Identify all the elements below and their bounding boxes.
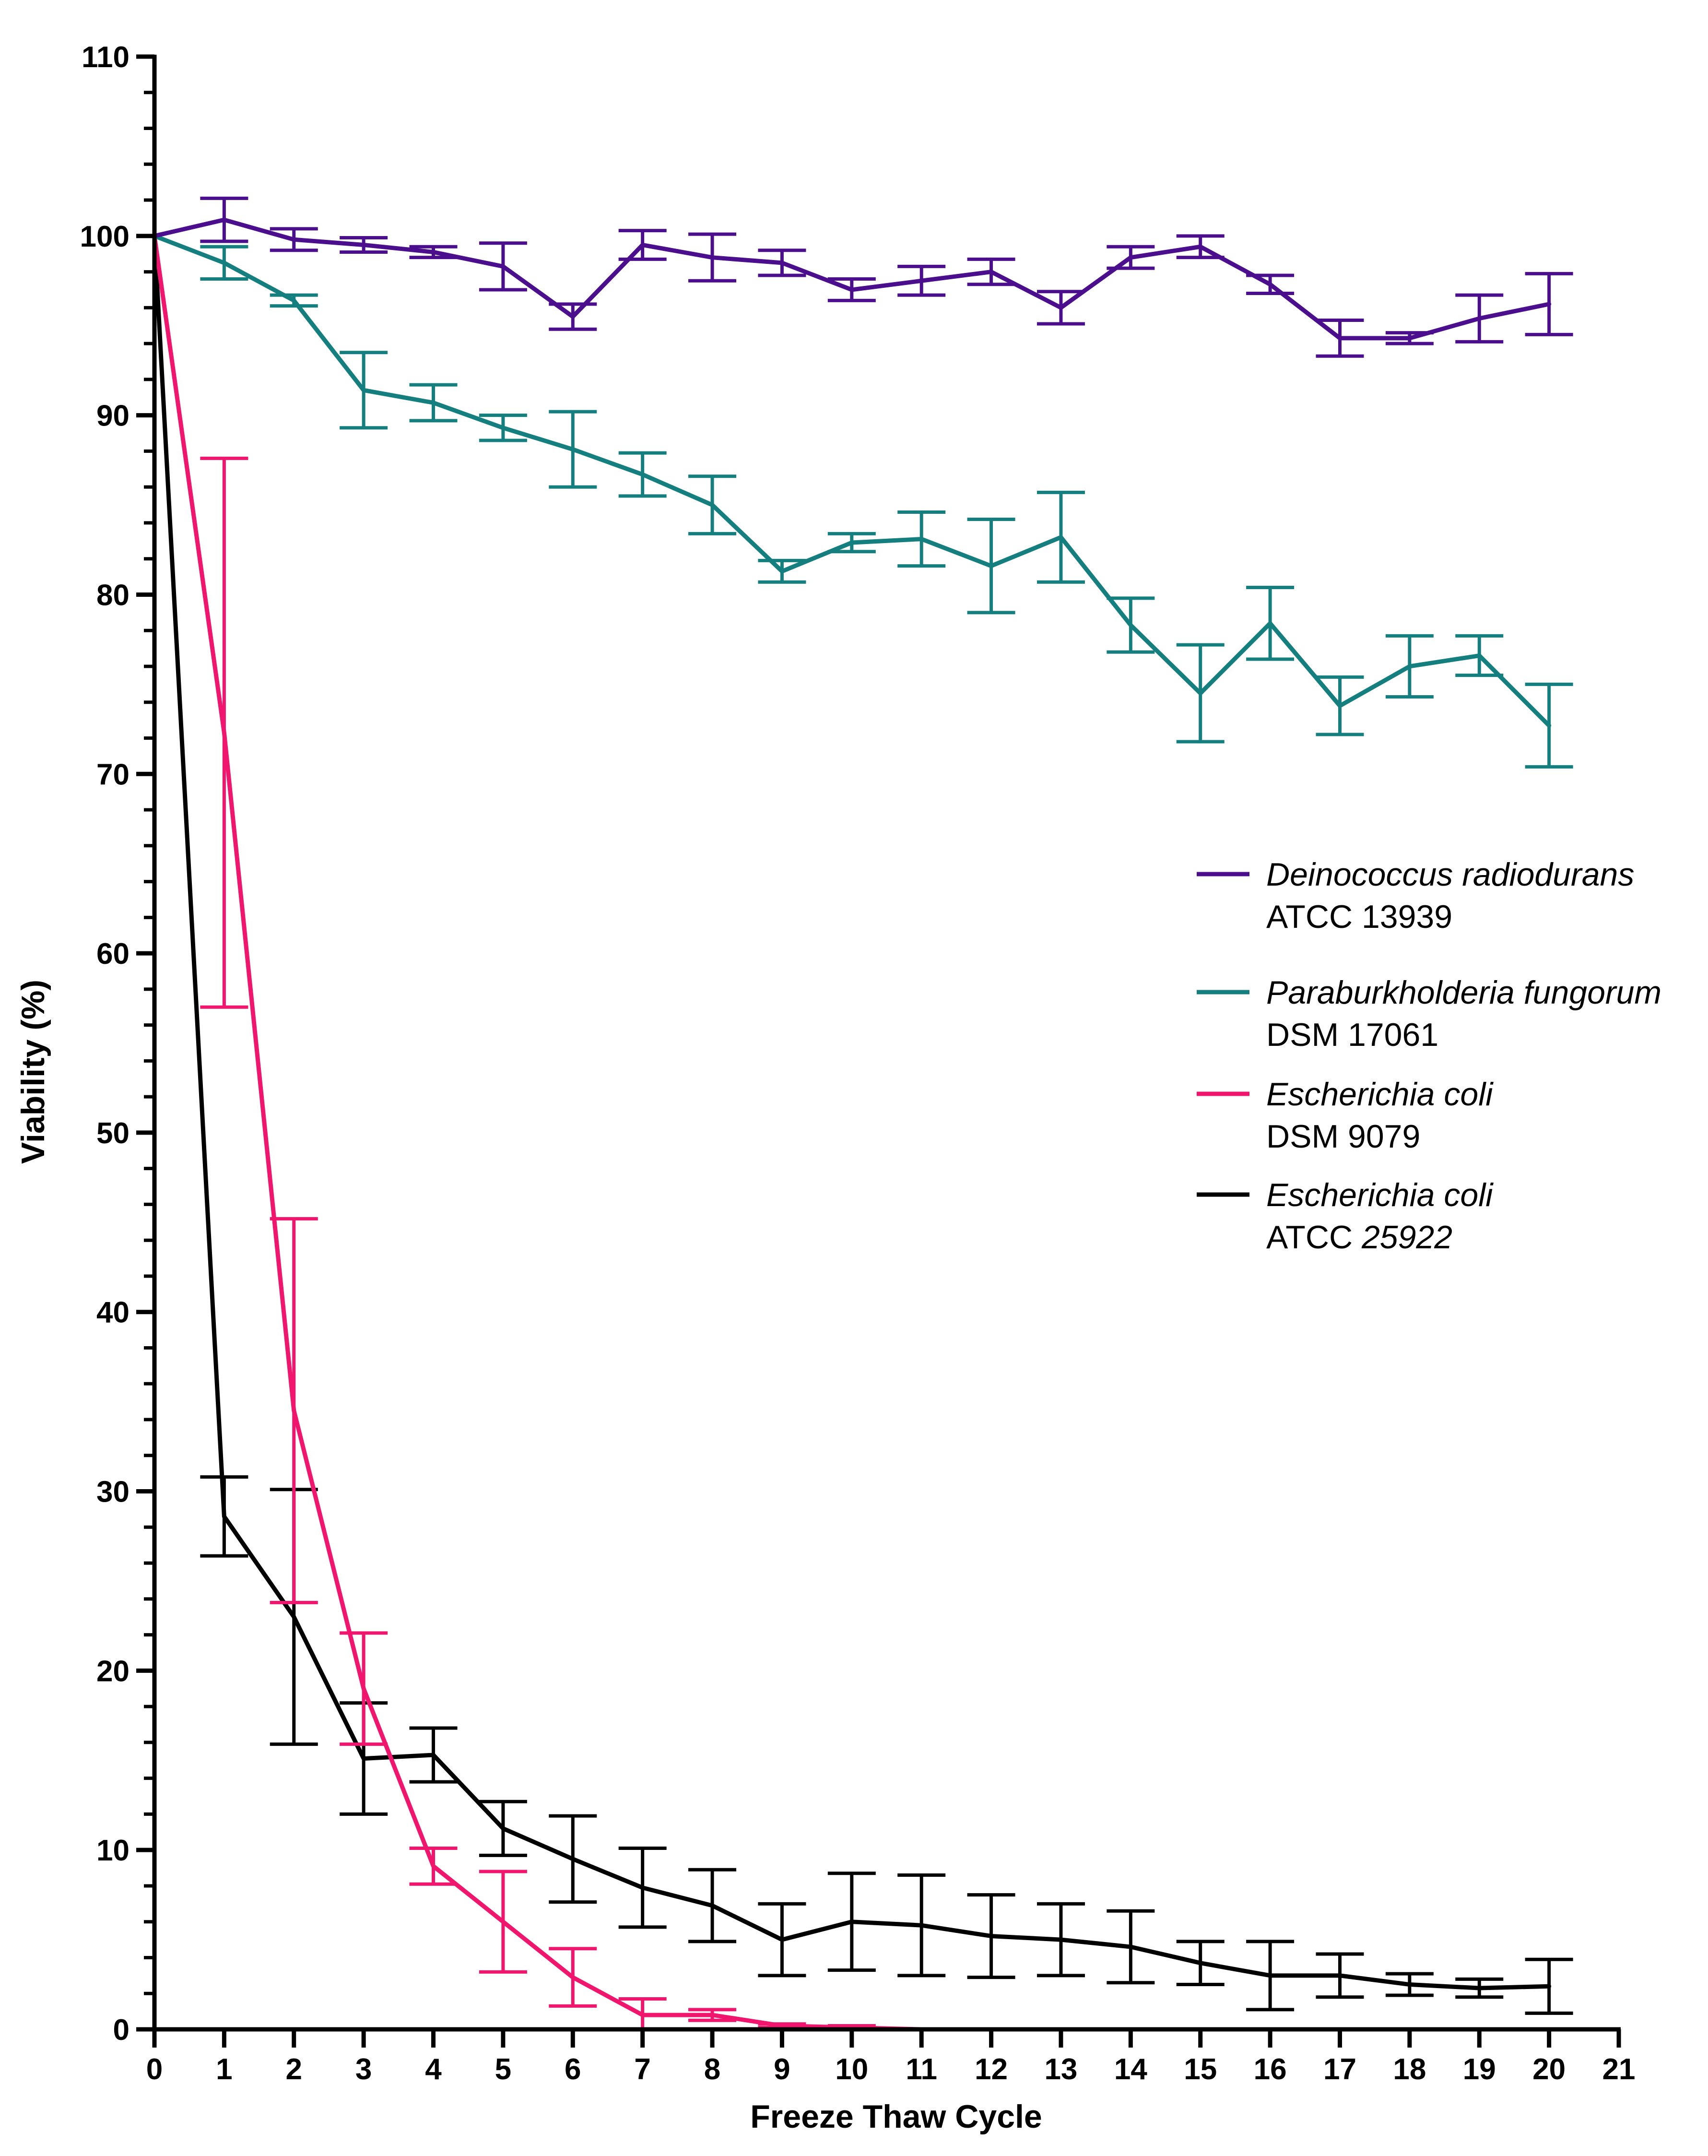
x-tick-label: 20 bbox=[1532, 2053, 1566, 2086]
x-tick-label: 14 bbox=[1114, 2053, 1147, 2086]
x-tick-label: 5 bbox=[495, 2053, 511, 2086]
legend-sublabel-italic: 25922 bbox=[1361, 1219, 1452, 1256]
x-tick-label: 10 bbox=[835, 2053, 868, 2086]
x-tick-label: 1 bbox=[216, 2053, 232, 2086]
series-line bbox=[152, 234, 1552, 728]
legend-sublabel: ATCC 25922 bbox=[1266, 1219, 1452, 1256]
y-tick-label: 40 bbox=[96, 1296, 130, 1329]
series-line bbox=[152, 234, 1552, 1990]
x-tick-label: 3 bbox=[355, 2053, 372, 2086]
x-tick-label: 12 bbox=[975, 2053, 1008, 2086]
legend-sublabel: ATCC 13939 bbox=[1266, 899, 1452, 935]
y-tick-label: 50 bbox=[96, 1117, 130, 1150]
x-ticks: 0 1 2 3 4 5 6 7 8 9 10 11 12 13 14 15 16 17 18 19 20 21 bbox=[146, 2029, 1636, 2086]
series-line bbox=[152, 217, 1552, 341]
y-tick-label: 80 bbox=[96, 579, 130, 612]
x-tick-label: 18 bbox=[1393, 2053, 1426, 2086]
series-1 bbox=[152, 234, 1573, 769]
legend-label: Paraburkholderia fungorum bbox=[1266, 974, 1661, 1011]
series-layer bbox=[152, 196, 1573, 2032]
legend-sublabel: DSM 17061 bbox=[1266, 1017, 1438, 1053]
x-tick-label: 7 bbox=[634, 2053, 650, 2086]
legend: Deinococcus radiodurans ATCC 13939 Parabur… bbox=[1197, 856, 1661, 1256]
y-tick-label: 0 bbox=[113, 2014, 130, 2047]
x-tick-label: 11 bbox=[906, 2053, 937, 2086]
series-0 bbox=[152, 196, 1573, 358]
x-tick-label: 17 bbox=[1323, 2053, 1356, 2086]
x-axis-title: Freeze Thaw Cycle bbox=[750, 2098, 1042, 2135]
legend-label: Escherichia coli bbox=[1266, 1076, 1494, 1113]
x-tick-label: 4 bbox=[425, 2053, 442, 2086]
y-tick-label: 100 bbox=[80, 220, 130, 253]
x-tick-label: 6 bbox=[565, 2053, 581, 2086]
y-tick-label: 10 bbox=[96, 1834, 130, 1867]
series-3 bbox=[152, 234, 1573, 2015]
x-tick-label: 15 bbox=[1184, 2053, 1217, 2086]
legend-label: Deinococcus radiodurans bbox=[1266, 856, 1634, 893]
x-tick-label: 16 bbox=[1254, 2053, 1287, 2086]
legend-label: Escherichia coli bbox=[1266, 1177, 1494, 1213]
y-tick-label: 30 bbox=[96, 1476, 130, 1509]
axes-layer bbox=[152, 55, 1621, 2032]
x-tick-label: 0 bbox=[146, 2053, 163, 2086]
y-tick-label: 20 bbox=[96, 1655, 130, 1688]
x-tick-label: 9 bbox=[774, 2053, 790, 2086]
x-tick-label: 21 bbox=[1602, 2053, 1636, 2086]
legend-sublabel: DSM 9079 bbox=[1266, 1118, 1420, 1155]
y-tick-label: 70 bbox=[96, 758, 130, 791]
y-ticks: 0 10 20 30 40 50 60 70 80 90 100 110 bbox=[80, 41, 154, 2047]
y-tick-label: 60 bbox=[96, 937, 130, 971]
y-tick-label: 90 bbox=[96, 400, 130, 433]
x-tick-label: 8 bbox=[704, 2053, 720, 2086]
y-axis-title: Viability (%) bbox=[15, 980, 51, 1164]
x-tick-label: 2 bbox=[286, 2053, 302, 2086]
x-tick-label: 13 bbox=[1044, 2053, 1077, 2086]
x-tick-label: 19 bbox=[1463, 2053, 1496, 2086]
y-tick-label: 110 bbox=[82, 41, 130, 74]
